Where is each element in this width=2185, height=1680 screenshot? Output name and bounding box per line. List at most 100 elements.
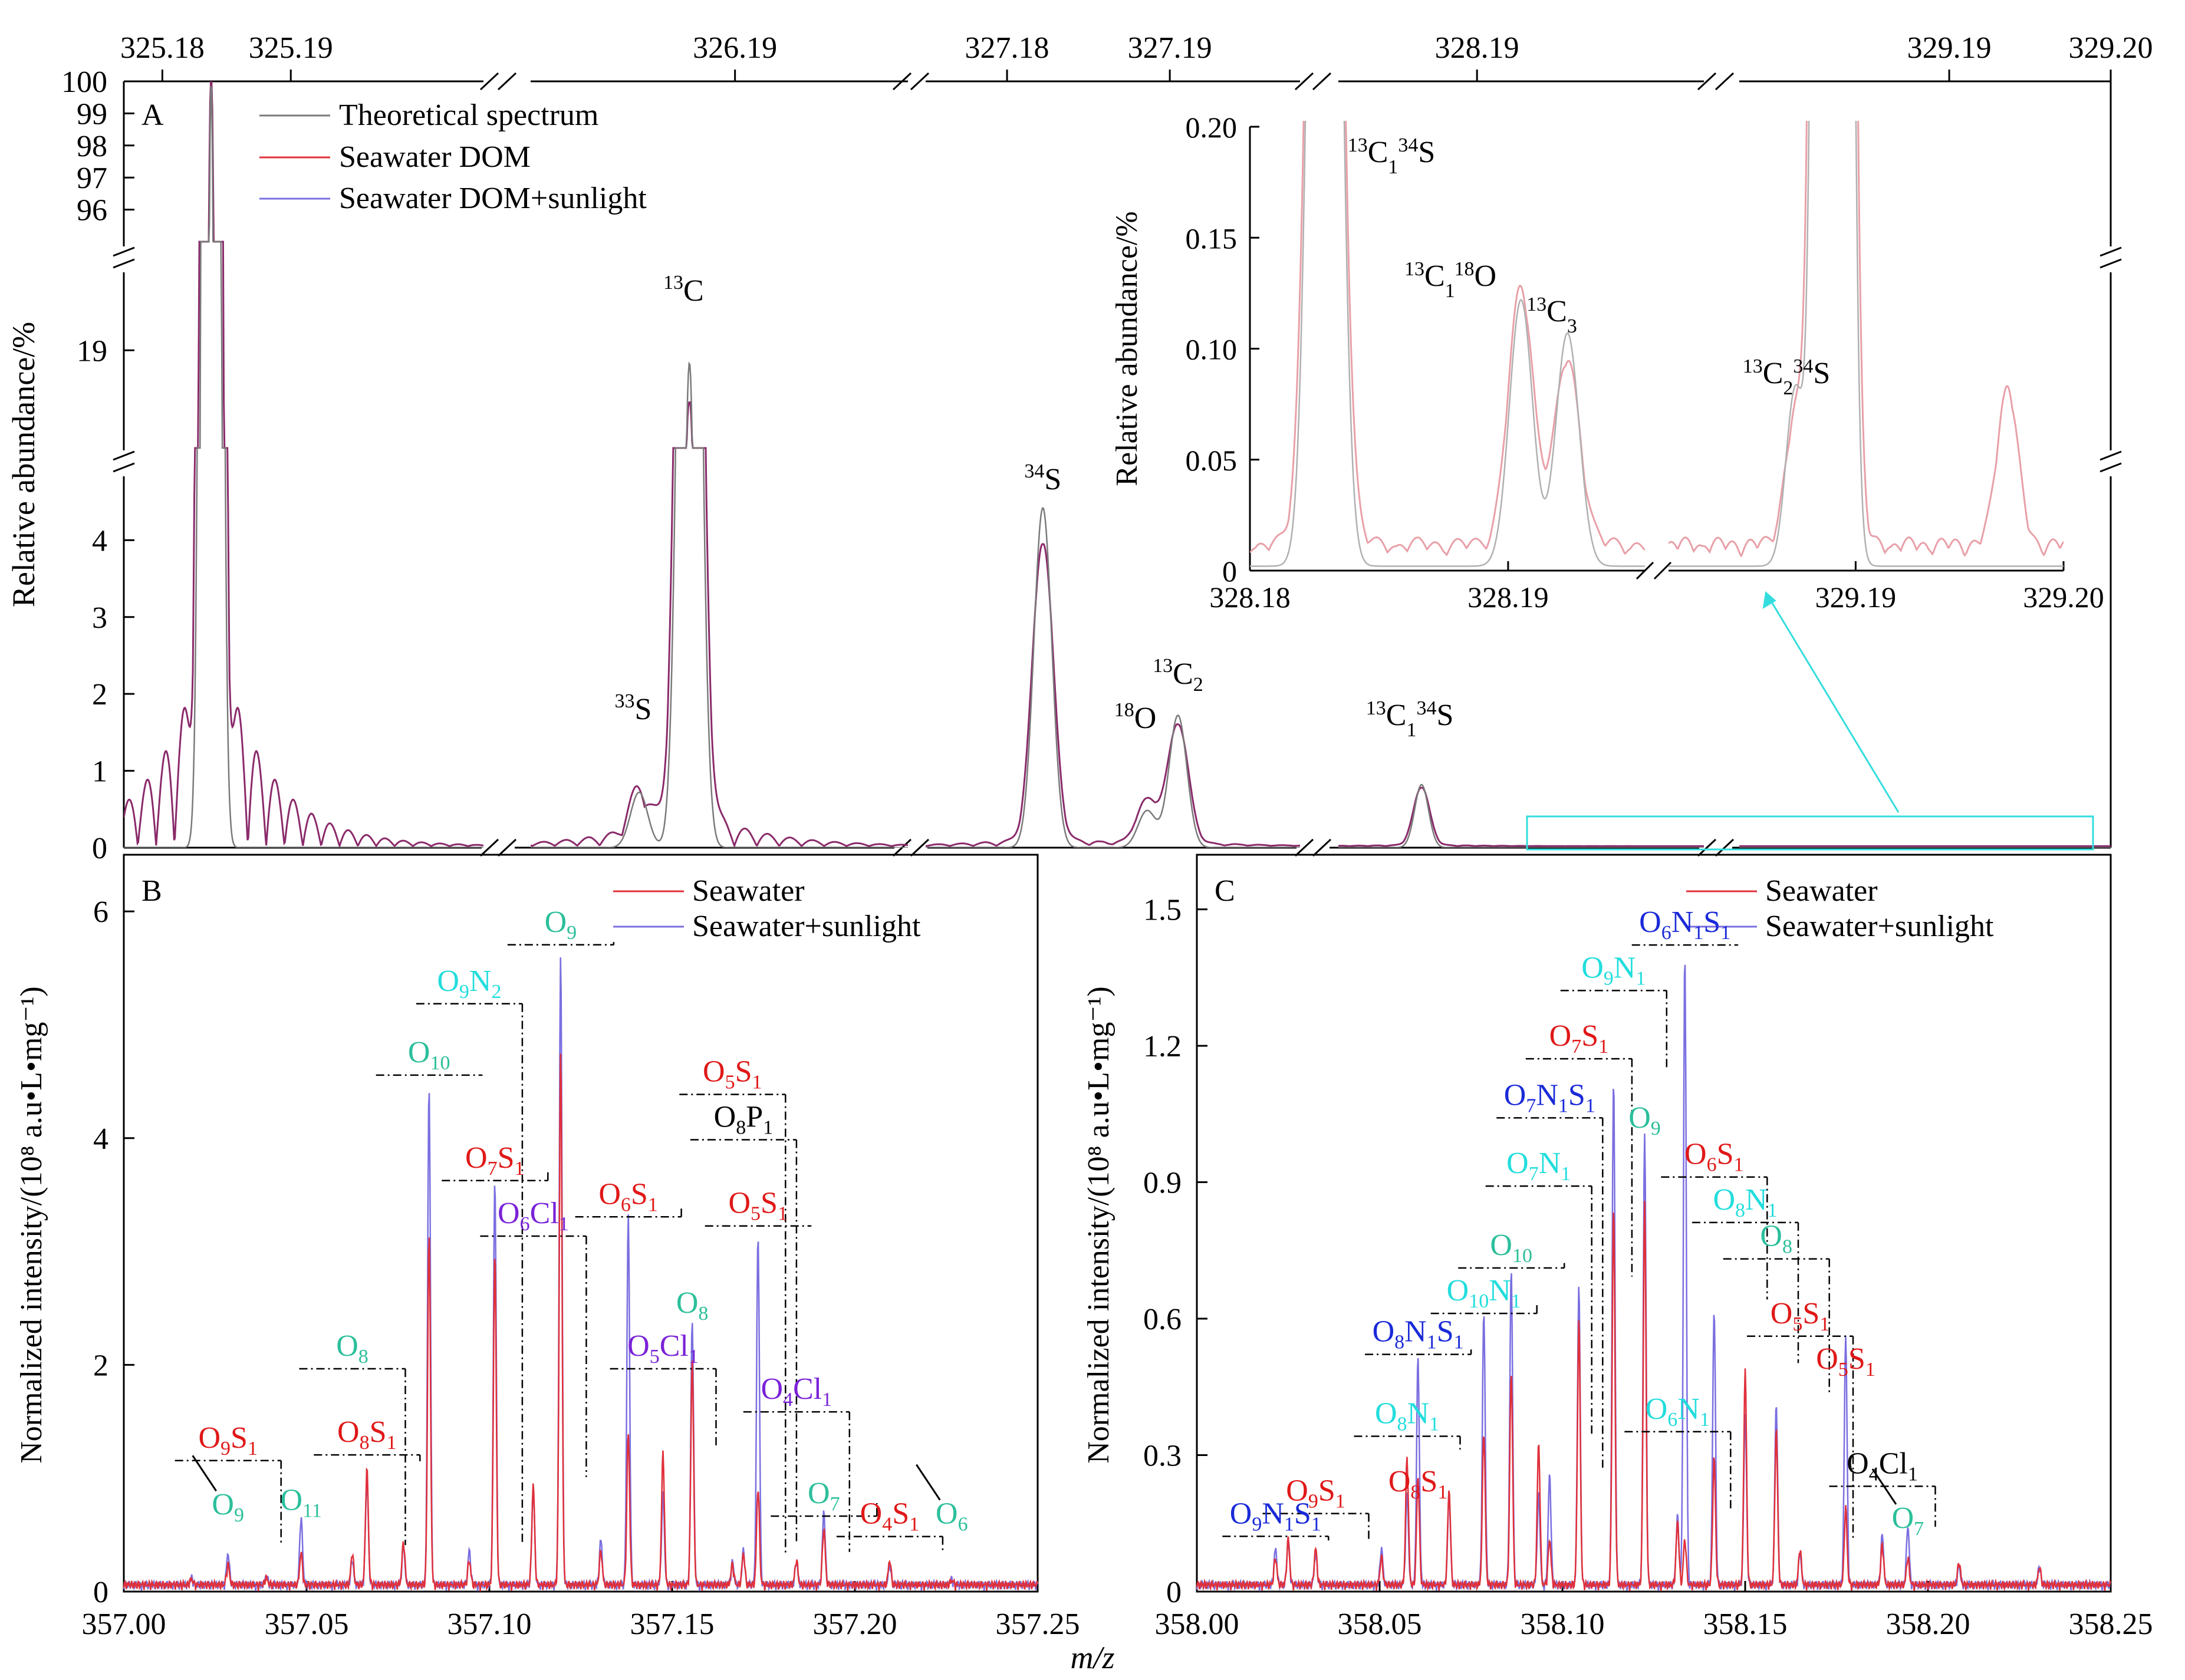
panel-c-x-tick-label: 358.00 xyxy=(1155,1607,1239,1641)
panel-c-annotation-leader xyxy=(1458,1263,1565,1269)
inset-label-13C1-18O: 13C118O xyxy=(1404,258,1496,302)
panel-b-annotation: O7​ xyxy=(808,1477,840,1515)
panel-c-y-tick-label: 1.2 xyxy=(1143,1030,1182,1063)
inset-label-13C2-34S: 13C234S xyxy=(1743,355,1831,399)
panel-c-annotation: O8​N1​S1​ xyxy=(1373,1315,1464,1353)
panel-b-annotation-arrow xyxy=(192,1455,217,1492)
panel-b-annotation: O5​S1​ xyxy=(728,1187,787,1225)
y-break-gap xyxy=(2102,246,2119,272)
x-axis-label: m/z xyxy=(1070,1640,1114,1675)
panel-c-annotation: O10​N1​ xyxy=(1447,1274,1521,1312)
series-theory-line xyxy=(926,507,1300,848)
panel-c-annotation-leader xyxy=(1723,1258,1830,1395)
panel-b-annotation: O9​S1​ xyxy=(198,1421,257,1460)
panel-a-y-tick-label: 4 xyxy=(92,524,107,558)
legend-entry: Seawater DOM+sunlight xyxy=(339,182,647,215)
panel-b-annotation-leader xyxy=(743,1411,851,1552)
panel-c-annotation: O7​N1​ xyxy=(1506,1147,1571,1185)
panel-b-annotation: O9​ xyxy=(212,1488,244,1526)
panel-a-top-tick-label: 329.19 xyxy=(1907,31,1992,65)
inset-x-tick-label: 328.18 xyxy=(1209,581,1291,614)
panel-c-annotation-leader xyxy=(1430,1304,1538,1315)
inset-y-tick-label: 0 xyxy=(1222,555,1237,588)
panel-c-annotation-leader xyxy=(1829,1485,1936,1527)
panel-b-annotation: O6​Cl1​ xyxy=(498,1197,569,1235)
series-observed-line xyxy=(531,401,908,848)
series-observed-line xyxy=(124,81,483,848)
peak-label-13C: 13C xyxy=(663,272,704,308)
plot-layer xyxy=(123,81,2112,1592)
series-observed-line xyxy=(1338,786,1704,847)
inset-y-tick-label: 0.15 xyxy=(1186,222,1238,255)
panel-c-annotation-arrow xyxy=(1871,1468,1897,1505)
inset-y-label: Relative abundance/% xyxy=(1110,211,1144,486)
y-break-mark xyxy=(2100,246,2122,269)
axis-break-gap xyxy=(482,841,515,855)
panel-b-legend-entry: Seawater+sunlight xyxy=(692,910,921,943)
series-theory-line xyxy=(1338,783,1704,848)
panel-b-annotation: O4​S1​ xyxy=(860,1497,919,1536)
axis-break-mark xyxy=(479,838,517,857)
panel-b-annotation-leader xyxy=(175,1460,282,1546)
panel-b-frame xyxy=(123,854,1039,1593)
panel-b-x-tick-label: 357.25 xyxy=(996,1607,1080,1641)
panel-b-annotation-arrow xyxy=(916,1464,941,1501)
y-break-gap xyxy=(2102,450,2119,476)
panel-a-top-tick-label: 325.18 xyxy=(120,31,205,65)
panel-c-annotation-leader xyxy=(1525,1058,1633,1277)
peak-label-13C2: 13C2​ xyxy=(1153,655,1203,696)
panel-c-annotation-leader xyxy=(1496,1117,1604,1468)
axis-break-mark xyxy=(1697,838,1735,857)
panel-b-x-tick-label: 357.00 xyxy=(82,1607,166,1641)
panel-c-legend-entry: Seawater xyxy=(1765,874,1878,908)
panel-b-annotation: O6​S1​ xyxy=(598,1177,657,1215)
axis-break-gap xyxy=(1699,841,1732,855)
inset-y-tick-label: 0.10 xyxy=(1186,333,1238,366)
panel-c-annotation-leader xyxy=(1560,990,1668,1068)
panel-c-annotation-leader xyxy=(1631,944,1739,946)
panel-b-annotation: O8​P1​ xyxy=(714,1101,773,1139)
series-theory-line xyxy=(531,361,908,848)
panel-a-y-tick-label: 19 xyxy=(77,334,107,368)
panel-c-annotation: O8​N1​ xyxy=(1375,1397,1439,1435)
panel-a-y-tick-label: 98 xyxy=(77,130,107,163)
axis-break-mark xyxy=(1294,72,1332,91)
highlight-arrowhead xyxy=(1762,591,1776,609)
panel-c-y-label: Normalized intensity/(10⁸ a.u•L•mg⁻¹) xyxy=(1082,986,1115,1464)
text-layer: 325.18 325.19 326.19 327.18 327.19 328.19 329.… xyxy=(6,31,2153,1675)
panel-c-annotation-leader xyxy=(1485,1185,1592,1436)
peak-label-34S: 34S xyxy=(1024,460,1061,496)
panel-b-annotation-leader xyxy=(507,942,615,946)
axis-break-mark xyxy=(892,72,930,91)
panel-c-annotation-leader xyxy=(1262,1513,1370,1541)
panel-b-annotation-leader xyxy=(314,1454,421,1461)
panel-c-annotation: O8​S1​ xyxy=(1388,1465,1447,1503)
panel-b-annotation: O11​ xyxy=(281,1484,322,1522)
legend-entry: Seawater DOM xyxy=(339,140,531,174)
panel-b-annotation-leader xyxy=(299,1368,406,1546)
axis-break-mark xyxy=(1294,838,1332,857)
panel-c-x-tick-label: 358.05 xyxy=(1338,1607,1422,1641)
axis-break-gap xyxy=(1296,841,1330,855)
panel-c-annotation: O9​N1​ xyxy=(1581,951,1646,989)
panel-a-y-tick-label: 96 xyxy=(77,194,107,228)
panel-c-annotation: O8​N1​ xyxy=(1713,1183,1777,1221)
panel-c-annotation-leader xyxy=(1692,1221,1799,1363)
panel-b-series-sunlight-line xyxy=(123,957,1039,1592)
panel-b-annotation: O8​ xyxy=(336,1329,368,1368)
panel-c-annotation: O9​ xyxy=(1628,1101,1661,1139)
panel-b-annotation: O5​Cl1​ xyxy=(627,1329,699,1368)
panel-c-annotation: O4​Cl1​ xyxy=(1847,1447,1918,1485)
panel-b-annotation-leader xyxy=(836,1536,944,1552)
panel-c-frame xyxy=(1196,854,2112,1593)
panel-c-x-tick-label: 358.15 xyxy=(1703,1607,1788,1641)
panel-c-annotation-leader xyxy=(1661,1176,1768,1300)
panel-c-x-tick-label: 358.25 xyxy=(2069,1607,2153,1641)
panel-c-annotation: O8​ xyxy=(1760,1220,1792,1258)
panel-c-y-tick-label: 0.9 xyxy=(1143,1167,1182,1200)
panel-c-annotation: O6​N1​S1​ xyxy=(1639,905,1730,944)
panel-b-annotation: O5​S1​ xyxy=(703,1055,762,1093)
panel-a-top-tick-label: 329.20 xyxy=(2069,31,2153,65)
panel-c-annotation: O5​S1​ xyxy=(1816,1342,1875,1381)
